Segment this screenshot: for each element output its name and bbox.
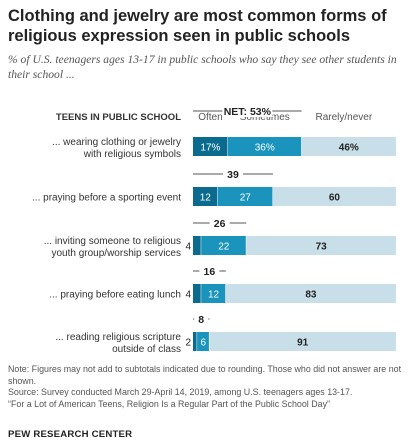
category-label: outside of class [112,344,181,355]
category-label: ... wearing clothing or jewelry [52,137,181,148]
source-text: Source: Survey conducted March 29-April … [8,387,353,398]
net-label-bg [199,265,220,277]
net-label: 8 [198,314,204,326]
category-label: with religious symbols [83,149,181,160]
bar-segment [193,187,218,206]
chart-subtitle: % of U.S. teenagers ages 13-17 in public… [8,53,397,81]
value-label: 2 [185,338,191,349]
value-label: 22 [218,242,230,253]
report-title-text: “For a Lot of American Teens, Religion I… [8,398,330,409]
bar-segment [193,284,202,303]
legend-label: Often [198,112,222,123]
value-label: 83 [305,290,317,301]
category-label: ... praying before eating lunch [49,290,181,301]
value-label: 4 [185,290,191,301]
net-label-bg [222,168,243,180]
publisher-name: PEW RESEARCH CENTER [8,429,133,440]
net-label: 39 [227,169,239,181]
category-label: youth group/worship services [51,248,181,259]
bar-segment [225,284,396,303]
value-label: 36% [255,143,275,154]
note-text: Note: Figures may not add to subtotals i… [8,364,402,386]
row-header: TEENS IN PUBLIC SCHOOL [56,112,181,123]
net-label-bg [194,313,209,325]
stacked-bar-chart: TEENS IN PUBLIC SCHOOL Often Sometimes Rare… [32,108,396,355]
category-label: ... inviting someone to religious [44,236,181,247]
bar-segment [217,187,273,206]
net-label-bg [209,217,230,229]
category-label: ... praying before a sporting event [32,193,181,204]
value-label: 12 [200,193,212,204]
value-label: 4 [185,242,191,253]
value-label: 12 [208,290,220,301]
bar-segment [197,332,210,351]
legend-label: Rarely/never [315,112,372,123]
chart-title: Clothing and jewelry are most common for… [8,7,387,45]
bar-segment [201,236,247,255]
bar-segment [193,137,228,156]
net-label: 16 [204,266,216,278]
chart-notes: Note: Figures may not add to subtotals i… [8,364,406,410]
category-label: ... reading religious scripture [55,332,181,343]
bar-segment [193,236,202,255]
bar-segment [201,284,226,303]
net-label: NET: 53% [224,108,272,118]
net-label: 26 [214,218,226,230]
bar-segment [246,236,396,255]
value-label: 46% [339,143,359,154]
value-label: 60 [329,193,341,204]
bar-segment [227,137,302,156]
value-label: 73 [316,242,328,253]
value-label: 91 [297,338,309,349]
net-label-bg [222,108,273,117]
bar-segment [193,332,198,351]
value-label: 27 [240,193,252,204]
value-label: 6 [200,338,206,349]
legend-label: Sometimes [240,112,290,123]
bar-segment [209,332,396,351]
value-label: 17% [200,143,220,154]
bar-segment [272,187,396,206]
bar-segment [301,137,396,156]
